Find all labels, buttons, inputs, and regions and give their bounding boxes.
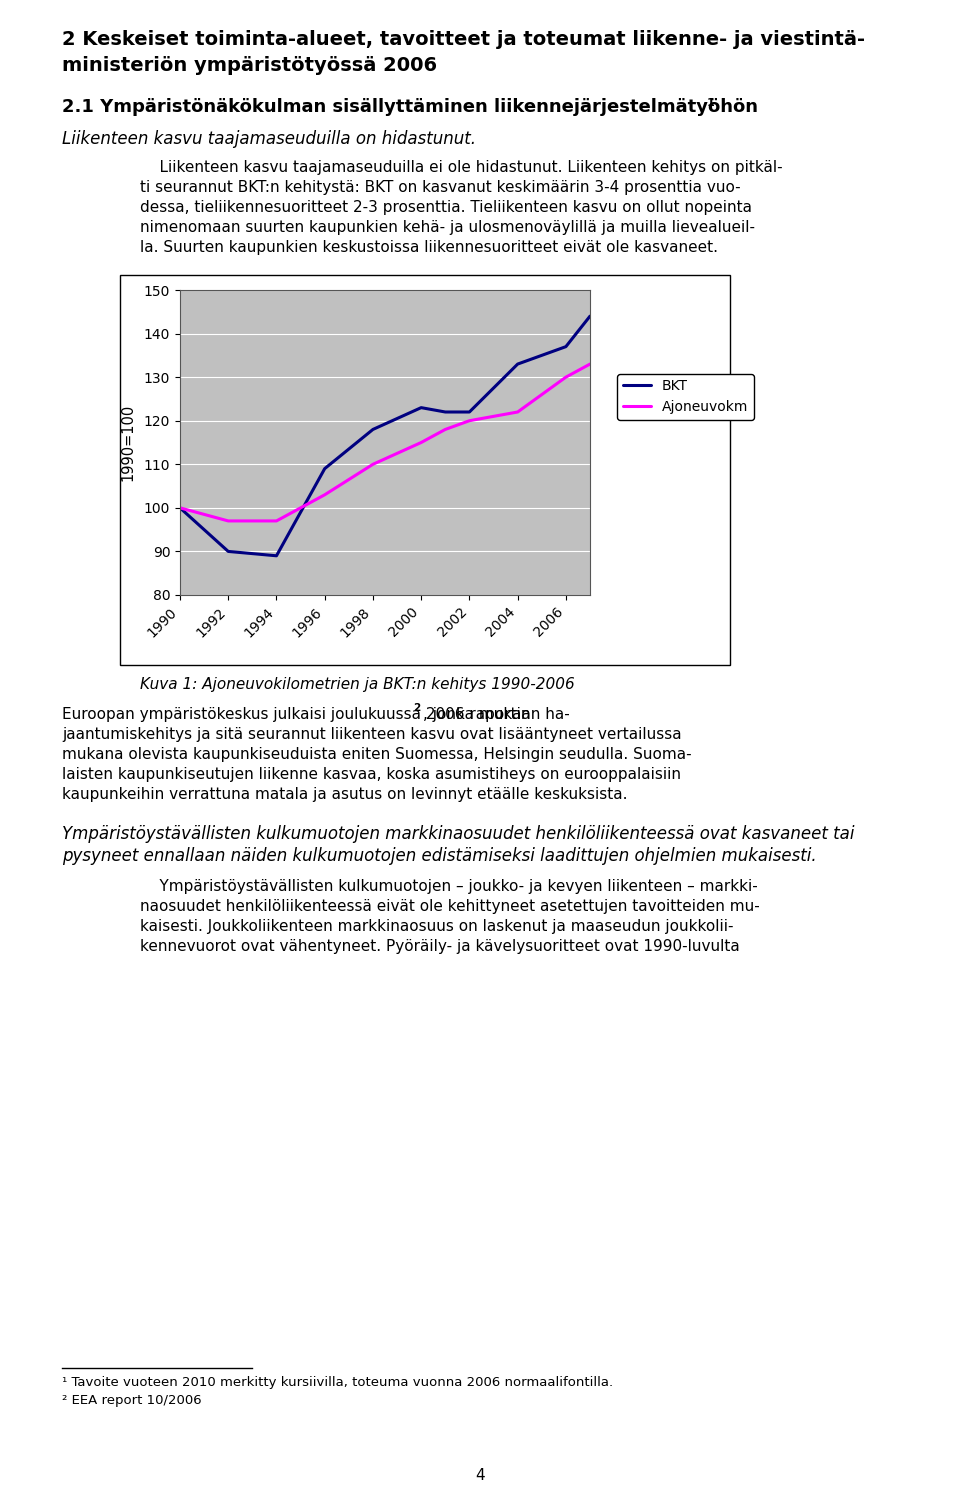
- Text: kaisesti. Joukkoliikenteen markkinaosuus on laskenut ja maaseudun joukkolii-: kaisesti. Joukkoliikenteen markkinaosuus…: [140, 919, 733, 934]
- Text: 2: 2: [413, 703, 420, 714]
- Ajoneuvokm: [560, 368, 571, 386]
- BKT: [175, 498, 186, 516]
- Line: BKT: BKT: [180, 316, 590, 557]
- Text: jaantumiskehitys ja sitä seurannut liikenteen kasvu ovat lisääntyneet vertailuss: jaantumiskehitys ja sitä seurannut liike…: [62, 727, 682, 742]
- Text: ministeriön ympäristötyössä 2006: ministeriön ympäristötyössä 2006: [62, 55, 437, 75]
- Text: Kuva 1: Ajoneuvokilometrien ja BKT:n kehitys 1990-2006: Kuva 1: Ajoneuvokilometrien ja BKT:n keh…: [140, 678, 575, 693]
- Text: Ympäristöystävällisten kulkumuotojen – joukko- ja kevyen liikenteen – markki-: Ympäristöystävällisten kulkumuotojen – j…: [140, 880, 757, 895]
- BKT: [440, 402, 451, 420]
- BKT: [271, 548, 282, 565]
- BKT: [367, 420, 378, 438]
- Text: Liikenteen kasvu taajamaseuduilla ei ole hidastunut. Liikenteen kehitys on pitkä: Liikenteen kasvu taajamaseuduilla ei ole…: [140, 160, 782, 175]
- Text: ti seurannut BKT:n kehitystä: BKT on kasvanut keskimäärin 3-4 prosenttia vuo-: ti seurannut BKT:n kehitystä: BKT on kas…: [140, 180, 740, 194]
- Text: nimenomaan suurten kaupunkien kehä- ja ulosmenoväylillä ja muilla lievealueil-: nimenomaan suurten kaupunkien kehä- ja u…: [140, 220, 755, 235]
- Text: 1: 1: [707, 99, 715, 108]
- Text: Liikenteen kasvu taajamaseuduilla on hidastunut.: Liikenteen kasvu taajamaseuduilla on hid…: [62, 130, 476, 148]
- BKT: [223, 543, 234, 561]
- Text: kaupunkeihin verrattuna matala ja asutus on levinnyt etäälle keskuksista.: kaupunkeihin verrattuna matala ja asutus…: [62, 787, 628, 802]
- Ajoneuvokm: [271, 512, 282, 530]
- BKT: [416, 398, 427, 416]
- BKT: [560, 338, 571, 356]
- Text: dessa, tieliikennesuoritteet 2-3 prosenttia. Tieliikenteen kasvu on ollut nopein: dessa, tieliikennesuoritteet 2-3 prosent…: [140, 200, 752, 215]
- BKT: [585, 307, 596, 325]
- Ajoneuvokm: [367, 455, 378, 473]
- Text: ² EEA report 10/2006: ² EEA report 10/2006: [62, 1394, 202, 1408]
- Text: mukana olevista kaupunkiseuduista eniten Suomessa, Helsingin seudulla. Suoma-: mukana olevista kaupunkiseuduista eniten…: [62, 747, 691, 761]
- Text: 2 Keskeiset toiminta-alueet, tavoitteet ja toteumat liikenne- ja viestintä-: 2 Keskeiset toiminta-alueet, tavoitteet …: [62, 30, 865, 49]
- BKT: [319, 459, 330, 477]
- Text: , jonka mukaan ha-: , jonka mukaan ha-: [423, 708, 570, 723]
- Text: laisten kaupunkiseutujen liikenne kasvaa, koska asumistiheys on eurooppalaisiin: laisten kaupunkiseutujen liikenne kasvaa…: [62, 767, 681, 782]
- FancyBboxPatch shape: [120, 275, 730, 666]
- Text: Euroopan ympäristökeskus julkaisi joulukuussa 2006 raportin: Euroopan ympäristökeskus julkaisi jouluk…: [62, 708, 531, 723]
- Text: kennevuorot ovat vähentyneet. Pyöräily- ja kävelysuoritteet ovat 1990-luvulta: kennevuorot ovat vähentyneet. Pyöräily- …: [140, 939, 740, 954]
- Ajoneuvokm: [416, 434, 427, 452]
- BKT: [464, 402, 475, 420]
- Text: 4: 4: [475, 1468, 485, 1483]
- Text: Ympäristöystävällisten kulkumuotojen markkinaosuudet henkilöliikenteessä ovat ka: Ympäristöystävällisten kulkumuotojen mar…: [62, 824, 854, 844]
- BKT: [512, 355, 523, 373]
- Text: 2.1 Ympäristönäkökulman sisällyttäminen liikennejärjestelmätyöhön: 2.1 Ympäristönäkökulman sisällyttäminen …: [62, 99, 758, 117]
- Ajoneuvokm: [223, 512, 234, 530]
- Line: Ajoneuvokm: Ajoneuvokm: [180, 364, 590, 521]
- Ajoneuvokm: [585, 355, 596, 373]
- Ajoneuvokm: [464, 411, 475, 429]
- Ajoneuvokm: [175, 498, 186, 516]
- Text: pysyneet ennallaan näiden kulkumuotojen edistämiseksi laadittujen ohjelmien muka: pysyneet ennallaan näiden kulkumuotojen …: [62, 847, 817, 865]
- Ajoneuvokm: [440, 420, 451, 438]
- Ajoneuvokm: [319, 486, 330, 504]
- Ajoneuvokm: [512, 402, 523, 420]
- Y-axis label: 1990=100: 1990=100: [120, 404, 135, 482]
- Legend: BKT, Ajoneuvokm: BKT, Ajoneuvokm: [617, 374, 754, 420]
- Text: la. Suurten kaupunkien keskustoissa liikennesuoritteet eivät ole kasvaneet.: la. Suurten kaupunkien keskustoissa liik…: [140, 239, 718, 254]
- Text: ¹ Tavoite vuoteen 2010 merkitty kursiivilla, toteuma vuonna 2006 normaalifontill: ¹ Tavoite vuoteen 2010 merkitty kursiivi…: [62, 1376, 613, 1388]
- Text: naosuudet henkilöliikenteessä eivät ole kehittyneet asetettujen tavoitteiden mu-: naosuudet henkilöliikenteessä eivät ole …: [140, 899, 759, 914]
